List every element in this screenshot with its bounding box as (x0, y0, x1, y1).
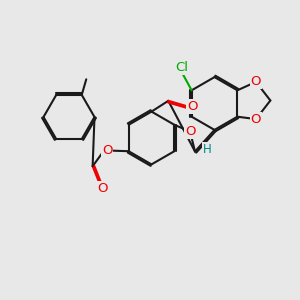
Text: H: H (203, 142, 212, 156)
Text: O: O (185, 125, 195, 138)
Text: O: O (251, 75, 261, 88)
Text: Cl: Cl (176, 61, 188, 74)
Text: O: O (251, 112, 261, 126)
Text: O: O (102, 144, 112, 157)
Text: O: O (97, 182, 107, 195)
Text: O: O (187, 100, 198, 113)
